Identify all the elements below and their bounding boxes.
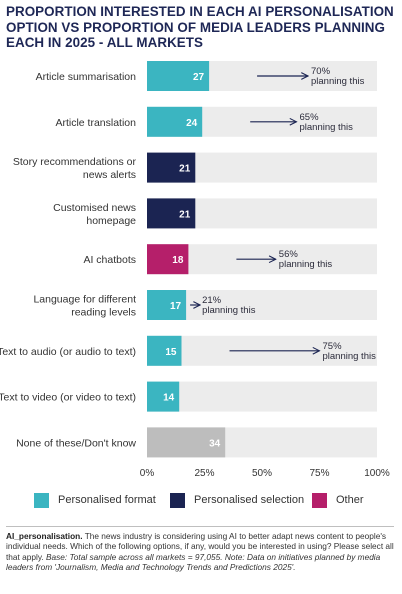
- planning-label: planning this: [323, 351, 377, 362]
- category-label: None of these/Don't know: [16, 437, 136, 449]
- bar: [147, 198, 196, 229]
- x-tick-label: 100%: [364, 468, 390, 479]
- planning-value: 75%: [323, 341, 343, 352]
- bar: [147, 244, 189, 275]
- legend-label: Personalised selection: [194, 494, 305, 506]
- bar: [147, 427, 226, 458]
- data-label: 21: [179, 164, 191, 175]
- category-label: reading levels: [71, 307, 136, 319]
- category-label: Text to video (or video to text): [0, 392, 136, 404]
- category-label: Story recommendations or: [13, 156, 137, 168]
- chart-title: PROPORTION INTERESTED IN EACH AI PERSONA…: [6, 4, 394, 50]
- category-label: AI chatbots: [83, 254, 136, 266]
- category-label: Article summarisation: [36, 71, 137, 83]
- data-label: 27: [193, 72, 205, 83]
- planning-label: planning this: [311, 76, 365, 87]
- planning-value: 70%: [311, 66, 331, 77]
- footnote-body: The news industry is considering using A…: [6, 531, 394, 562]
- planning-label: planning this: [279, 259, 333, 270]
- data-label: 34: [209, 438, 221, 449]
- planning-value: 56%: [279, 249, 299, 260]
- bar: [147, 381, 180, 412]
- data-label: 21: [179, 209, 191, 220]
- category-label: Text to audio (or audio to text): [0, 346, 136, 358]
- bar: [147, 290, 187, 320]
- planning-value: 65%: [300, 112, 320, 123]
- footnote-lead: AI_personalisation.: [6, 531, 83, 541]
- category-label: Article translation: [55, 117, 136, 129]
- legend-swatch: [34, 492, 49, 508]
- legend-swatch: [312, 492, 327, 508]
- legend-item-personalised-selection: Personalised selection: [170, 492, 304, 508]
- planning-value: 21%: [202, 295, 222, 306]
- category-label: Customised news: [53, 202, 136, 214]
- data-label: 24: [186, 118, 198, 129]
- legend-item-personalised-format: Personalised format: [34, 492, 156, 508]
- category-label: news alerts: [83, 169, 136, 181]
- data-label: 17: [170, 301, 182, 312]
- x-tick-label: 0%: [140, 468, 155, 479]
- legend-swatch: [170, 492, 185, 508]
- bar: [147, 152, 196, 183]
- bar: [147, 335, 182, 366]
- x-tick-label: 25%: [194, 468, 214, 479]
- footnote: AI_personalisation. The news industry is…: [6, 531, 398, 573]
- legend-label: Personalised format: [58, 494, 156, 506]
- category-label: homepage: [86, 215, 136, 227]
- x-tick-label: 75%: [309, 468, 329, 479]
- data-label: 14: [163, 393, 175, 404]
- data-label: 18: [172, 255, 184, 266]
- bar-track: [147, 381, 377, 412]
- planning-label: planning this: [202, 305, 256, 316]
- legend-item-other: Other: [312, 492, 364, 508]
- divider: [6, 526, 394, 527]
- bar: [147, 61, 210, 91]
- planning-label: planning this: [300, 122, 354, 133]
- data-label: 15: [165, 347, 177, 358]
- x-tick-label: 50%: [252, 468, 272, 479]
- category-label: Language for different: [33, 294, 136, 306]
- bar: [147, 106, 203, 137]
- legend-label: Other: [336, 494, 364, 506]
- footnote-base: Base: Total sample across all markets = …: [6, 551, 381, 573]
